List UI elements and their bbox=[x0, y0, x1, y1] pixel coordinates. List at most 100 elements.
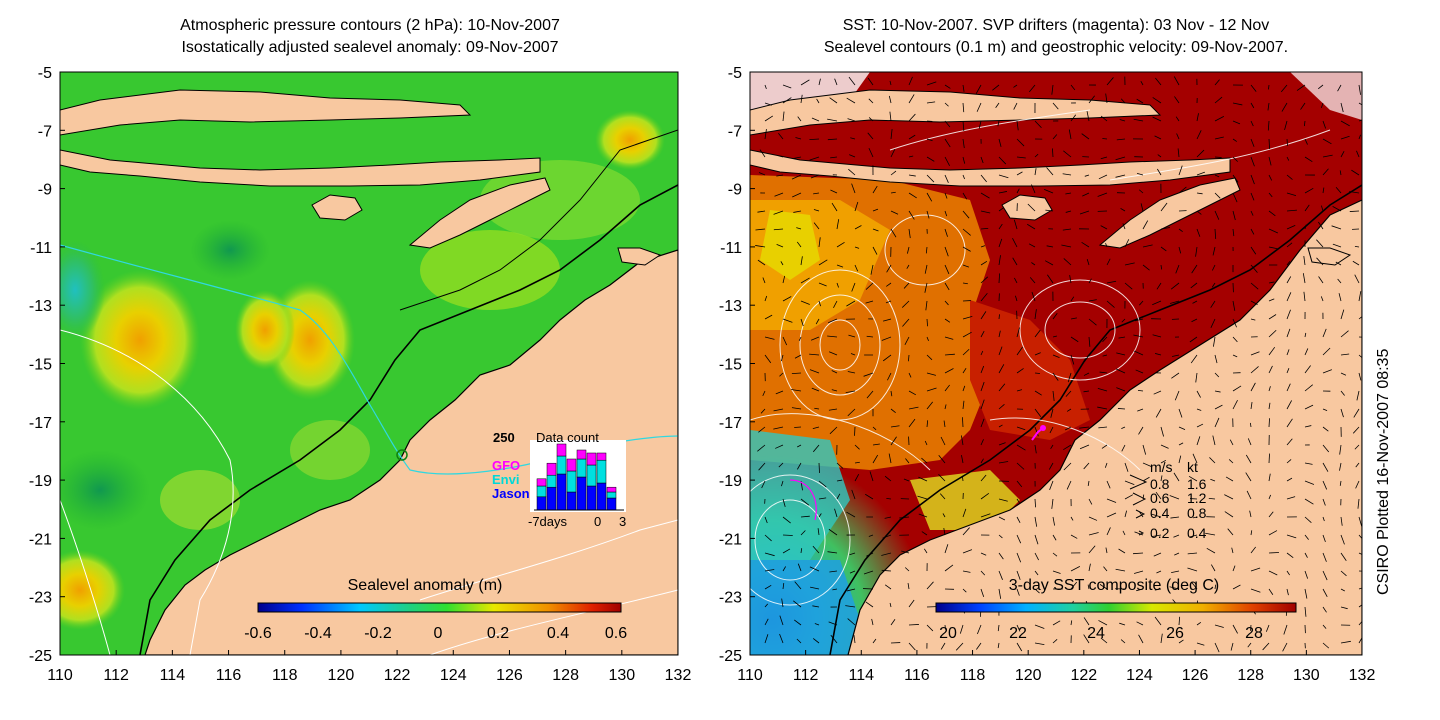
velocity-arrow bbox=[1214, 210, 1220, 220]
velocity-arrow bbox=[865, 601, 874, 608]
velocity-arrow bbox=[1358, 604, 1362, 608]
velocity-arrow bbox=[1284, 120, 1288, 131]
velocity-arrow bbox=[1268, 174, 1273, 181]
velocity-arrow bbox=[1214, 584, 1217, 590]
velocity-arrow bbox=[1088, 318, 1097, 326]
y-tick-label: -25 bbox=[29, 648, 52, 665]
velocity-arrow bbox=[1084, 354, 1090, 363]
velocity-arrow bbox=[908, 390, 917, 396]
velocity-arrow bbox=[1286, 552, 1294, 559]
velocity-arrow bbox=[1268, 84, 1270, 90]
velocity-arrow bbox=[1322, 480, 1328, 490]
velocity-arrow bbox=[939, 493, 946, 500]
velocity-arrow bbox=[1016, 188, 1020, 194]
velocity-arrow bbox=[1174, 96, 1180, 104]
velocity-arrow bbox=[938, 454, 946, 464]
station-marker bbox=[396, 449, 408, 461]
velocity-arrow bbox=[1134, 531, 1144, 536]
velocity-arrow bbox=[764, 295, 768, 302]
velocity-arrow bbox=[1070, 566, 1081, 572]
velocity-arrow bbox=[1063, 444, 1072, 451]
velocity-arrow bbox=[881, 336, 892, 341]
velocity-arrow bbox=[764, 129, 767, 140]
velocity-arrow bbox=[1155, 491, 1162, 500]
velocity-arrow bbox=[818, 78, 821, 86]
velocity-arrow bbox=[977, 624, 982, 635]
velocity-arrow bbox=[1191, 581, 1198, 590]
velocity-arrow bbox=[980, 350, 984, 356]
velocity-arrow bbox=[1322, 328, 1327, 338]
velocity-arrow bbox=[836, 219, 840, 230]
velocity-arrow bbox=[1337, 278, 1342, 284]
velocity-arrow bbox=[809, 156, 820, 161]
velocity-arrow bbox=[1250, 174, 1255, 185]
velocity-arrow bbox=[1304, 498, 1314, 505]
velocity-arrow bbox=[1232, 354, 1238, 358]
velocity-arrow bbox=[1358, 119, 1362, 122]
velocity-arrow bbox=[796, 241, 802, 248]
velocity-arrow bbox=[1304, 404, 1314, 410]
velocity-arrow bbox=[944, 84, 951, 89]
x-tick-label: 110 bbox=[737, 667, 763, 684]
velocity-arrow bbox=[1016, 426, 1026, 431]
velocity-arrow bbox=[845, 390, 856, 394]
velocity-arrow bbox=[944, 246, 949, 257]
velocity-arrow bbox=[884, 516, 892, 519]
velocity-arrow bbox=[848, 168, 856, 176]
velocity-arrow bbox=[1214, 192, 1221, 199]
velocity-arrow bbox=[779, 372, 784, 377]
velocity-arrow bbox=[1349, 210, 1360, 212]
velocity-arrow bbox=[780, 261, 784, 266]
velocity-arrow bbox=[1136, 98, 1144, 104]
right-colorbar-label: 3-day SST composite (deg C) bbox=[1009, 577, 1219, 594]
velocity-arrow bbox=[980, 570, 986, 576]
velocity-arrow bbox=[1116, 352, 1126, 356]
legend-gfo: GFO bbox=[492, 458, 520, 473]
velocity-arrow bbox=[836, 479, 843, 482]
velocity-arrow bbox=[1250, 366, 1259, 374]
velocity-arrow bbox=[995, 102, 1000, 108]
velocity-legend-ms: 0.8 bbox=[1150, 476, 1170, 492]
velocity-arrow bbox=[1225, 476, 1234, 482]
velocity-arrow bbox=[1086, 258, 1090, 266]
velocity-arrow bbox=[1340, 151, 1345, 158]
velocity-arrow bbox=[944, 174, 949, 183]
velocity-arrow bbox=[998, 498, 1008, 502]
velocity-arrow bbox=[1070, 354, 1075, 365]
velocity-arrow bbox=[764, 115, 774, 122]
velocity-arrow bbox=[905, 458, 910, 464]
velocity-arrow bbox=[800, 277, 810, 284]
velocity-arrow bbox=[926, 420, 929, 428]
velocity-arrow bbox=[998, 364, 1005, 374]
velocity-arrow bbox=[1286, 242, 1293, 248]
velocity-arrow bbox=[1189, 534, 1198, 538]
velocity-arrow bbox=[818, 497, 827, 500]
velocity-arrow bbox=[881, 569, 892, 572]
velocity-arrow bbox=[791, 372, 802, 375]
velocity-arrow bbox=[1304, 462, 1313, 465]
velocity-arrow bbox=[1133, 350, 1144, 356]
x-tick-label: 114 bbox=[160, 667, 186, 684]
velocity-arrow bbox=[782, 516, 791, 524]
tanimbar-island bbox=[617, 247, 662, 266]
velocity-arrow bbox=[782, 318, 793, 323]
velocity-arrow bbox=[1084, 174, 1090, 177]
velocity-arrow bbox=[887, 372, 892, 381]
velocity-arrow bbox=[762, 390, 766, 397]
velocity-arrow bbox=[1286, 459, 1292, 464]
x-tick-label: 116 bbox=[216, 667, 242, 684]
velocity-arrow bbox=[1173, 534, 1180, 538]
velocity-arrow bbox=[926, 138, 933, 142]
velocity-arrow bbox=[809, 138, 820, 141]
velocity-arrow bbox=[1268, 386, 1271, 392]
velocity-arrow bbox=[1052, 570, 1061, 574]
velocity-arrow bbox=[850, 137, 856, 140]
velocity-arrow bbox=[1318, 276, 1324, 284]
velocity-arrow bbox=[1358, 102, 1362, 106]
x-tick-label: 120 bbox=[1015, 667, 1042, 684]
y-tick-label: -5 bbox=[38, 65, 52, 82]
velocity-arrow bbox=[872, 208, 879, 212]
java-island bbox=[60, 89, 472, 136]
velocity-arrow bbox=[782, 111, 785, 122]
left-panel-title: Atmospheric pressure contours (2 hPa): 1… bbox=[60, 15, 680, 59]
